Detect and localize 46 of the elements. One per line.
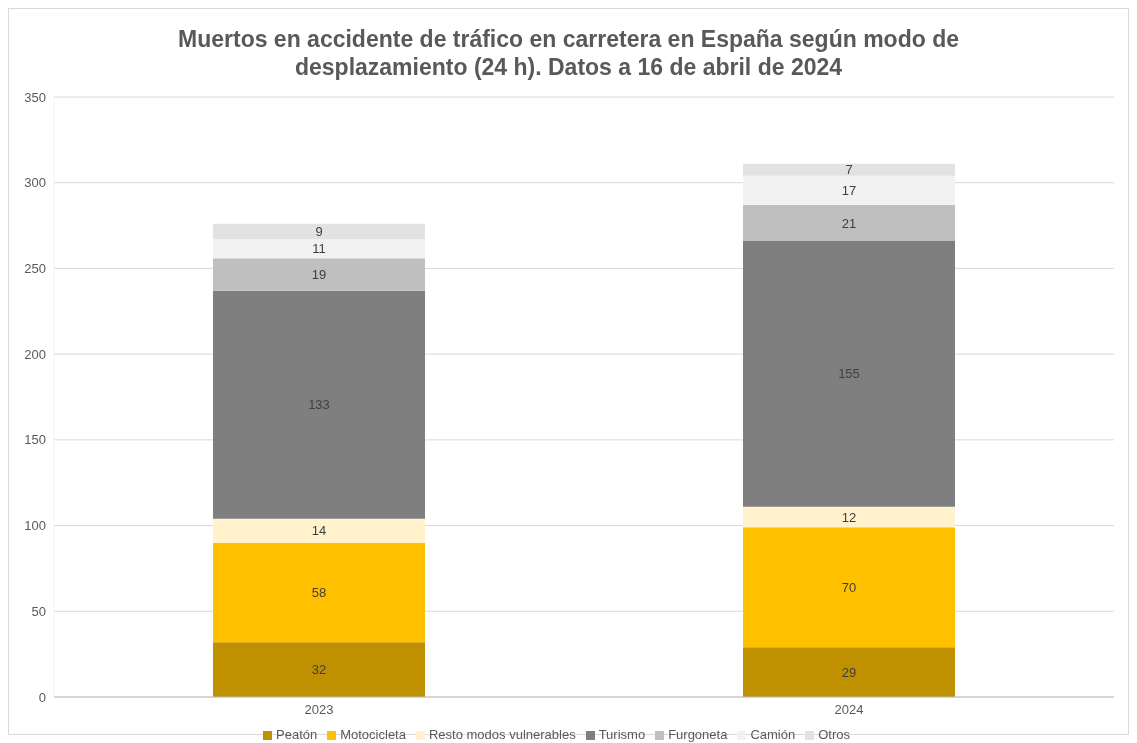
bar <box>743 527 955 648</box>
bar <box>213 290 425 519</box>
y-tick-label: 250 <box>24 261 46 277</box>
bar <box>213 258 425 291</box>
bar <box>743 163 955 176</box>
bar <box>743 175 955 205</box>
data-label: 155 <box>838 366 860 382</box>
data-label: 29 <box>841 664 857 680</box>
y-tick-label: 100 <box>24 518 46 534</box>
x-tick-label: 2024 <box>834 702 864 718</box>
data-label: 19 <box>311 267 327 283</box>
data-label: 7 <box>845 162 853 178</box>
bar <box>213 223 425 240</box>
data-label: 12 <box>841 509 857 525</box>
data-label: 21 <box>841 215 857 231</box>
data-label: 17 <box>841 183 857 199</box>
bar <box>213 542 425 643</box>
y-tick-label: 200 <box>24 346 46 362</box>
data-label: 32 <box>311 662 327 678</box>
y-tick-label: 50 <box>31 603 46 619</box>
legend-label: Furgoneta <box>668 727 728 742</box>
bar <box>743 647 955 697</box>
legend-label: Resto modos vulnerables <box>428 727 576 742</box>
data-label: 70 <box>841 579 857 595</box>
bar <box>213 518 425 543</box>
bar <box>743 241 955 507</box>
data-label: 9 <box>315 224 323 240</box>
legend-label: Motocicleta <box>340 727 406 742</box>
x-tick-label: 2023 <box>304 702 334 718</box>
bar <box>213 642 425 697</box>
y-tick-label: 150 <box>24 432 46 448</box>
y-tick-label: 300 <box>24 175 46 191</box>
bar <box>213 239 425 259</box>
legend-label: Turismo <box>598 727 646 742</box>
legend-label: Peatón <box>276 727 318 742</box>
bar <box>743 205 955 241</box>
data-label: 11 <box>312 241 326 257</box>
data-label: 14 <box>311 523 327 539</box>
y-tick-label: 350 <box>24 89 46 105</box>
data-label: 133 <box>308 397 330 413</box>
legend-label: Camión <box>750 727 796 742</box>
legend-label: Otros <box>818 727 850 742</box>
y-tick-label: 0 <box>38 689 46 705</box>
data-label: 58 <box>311 585 327 601</box>
bar <box>743 506 955 528</box>
chart-title: Muertos en accidente de tráfico en carretera en España según modo de desplazamiento (24 h). Datos a 16 de abril de 2024 <box>177 25 960 82</box>
